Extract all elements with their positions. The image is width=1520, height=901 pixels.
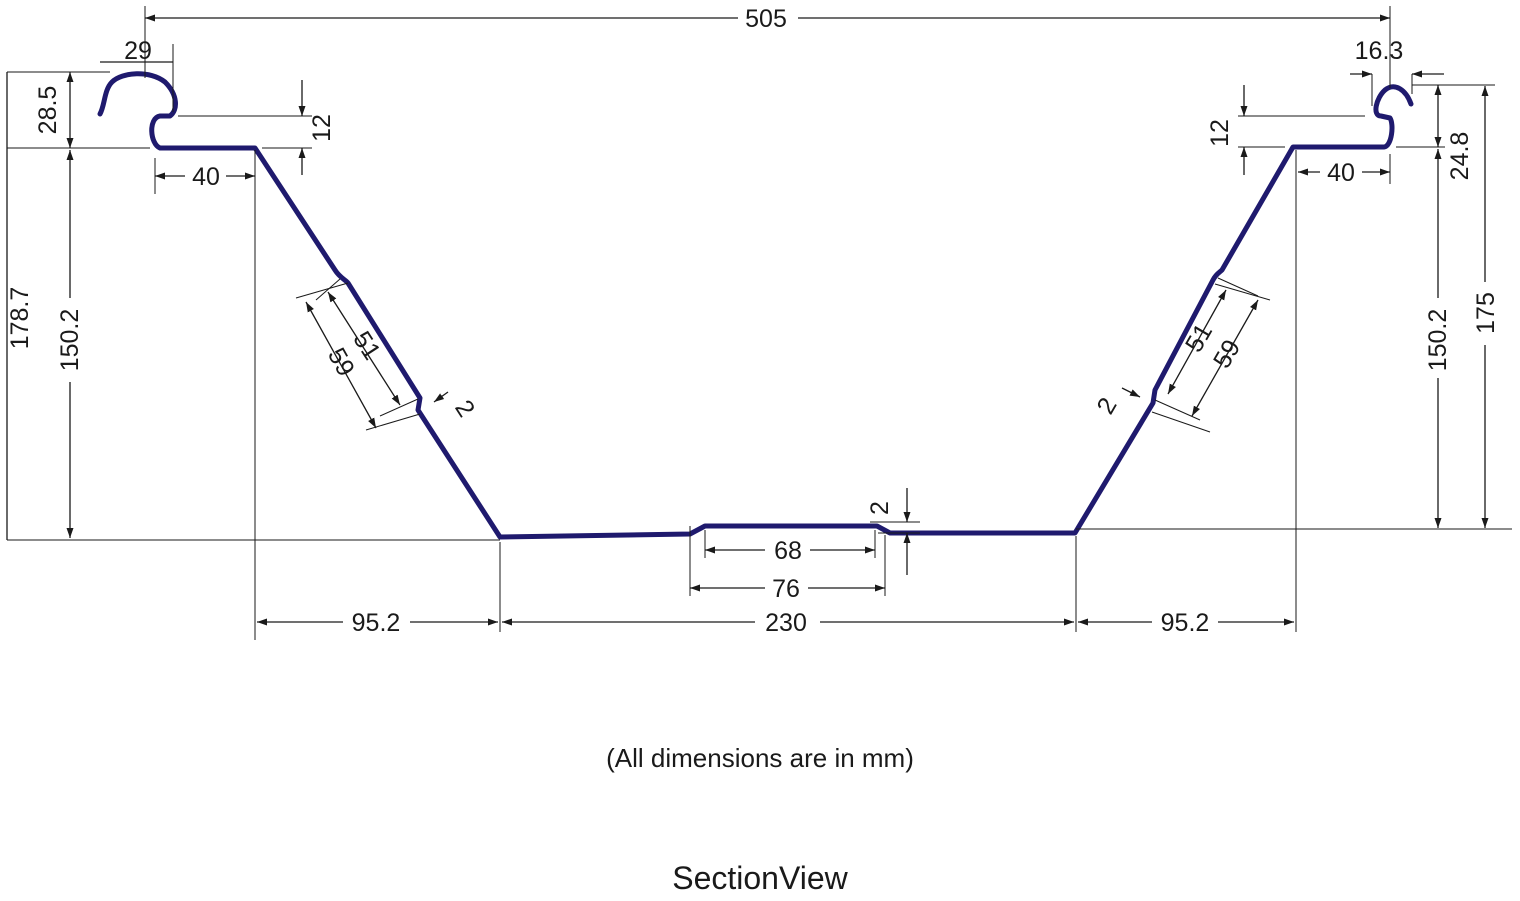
dim-right-hook-height: 24.8 bbox=[1446, 132, 1474, 181]
extension-lines bbox=[7, 6, 1512, 640]
dim-left-hook-height: 28.5 bbox=[34, 86, 62, 135]
section-view-title: SectionView bbox=[672, 860, 848, 896]
dim-left-flange: 40 bbox=[192, 163, 220, 191]
dim-right-web-height: 150.2 bbox=[1424, 309, 1452, 372]
dim-bottom-rib-outer: 76 bbox=[772, 575, 800, 603]
dim-left-overall-height: 178.7 bbox=[6, 287, 34, 350]
dim-right-web-run: 95.2 bbox=[1161, 609, 1210, 637]
units-note: (All dimensions are in mm) bbox=[606, 743, 914, 773]
dim-right-stiffener-outer: 59 bbox=[1208, 335, 1246, 373]
dim-bottom-width: 230 bbox=[765, 609, 807, 637]
dim-right-flange-step: 12 bbox=[1206, 119, 1234, 147]
dim-right-flange: 40 bbox=[1327, 159, 1355, 187]
dim-right-hook-width: 16.3 bbox=[1355, 37, 1404, 65]
dim-left-web-height: 150.2 bbox=[56, 309, 84, 372]
dim-bottom-rib-inner: 68 bbox=[774, 537, 802, 565]
dim-left-web-run: 95.2 bbox=[352, 609, 401, 637]
dim-right-stiffener-depth: 2 bbox=[1091, 393, 1122, 419]
dimension-lines bbox=[6, 14, 1489, 626]
dim-overall-width: 505 bbox=[745, 5, 787, 33]
dim-bottom-rib-depth: 2 bbox=[866, 501, 894, 515]
dim-left-flange-step: 12 bbox=[308, 114, 336, 142]
dim-left-hook-width: 29 bbox=[124, 37, 152, 65]
dim-left-stiffener-depth: 2 bbox=[449, 395, 480, 422]
dim-right-overall-height: 175 bbox=[1472, 292, 1500, 334]
